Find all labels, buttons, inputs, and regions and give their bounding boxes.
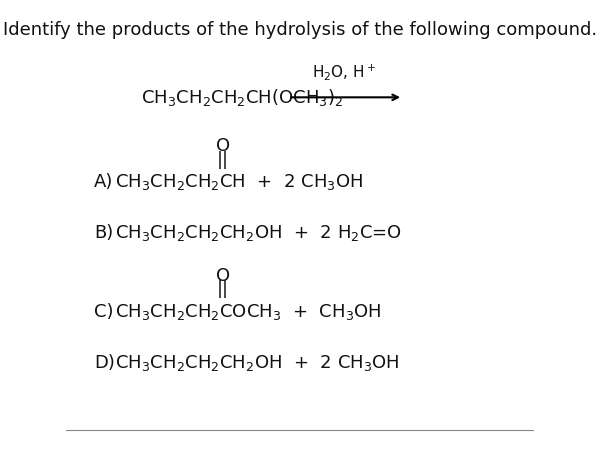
Text: H$_2$O, H$^+$: H$_2$O, H$^+$: [313, 62, 376, 82]
Text: O: O: [216, 267, 230, 285]
Text: Identify the products of the hydrolysis of the following compound.: Identify the products of the hydrolysis …: [3, 22, 597, 40]
Text: CH$_3$CH$_2$CH$_2$CH(OCH$_3$)$_2$: CH$_3$CH$_2$CH$_2$CH(OCH$_3$)$_2$: [141, 87, 343, 108]
Text: CH$_3$CH$_2$CH$_2$COCH$_3$  +  CH$_3$OH: CH$_3$CH$_2$CH$_2$COCH$_3$ + CH$_3$OH: [115, 302, 382, 321]
Text: ||: ||: [217, 151, 229, 169]
Text: CH$_3$CH$_2$CH$_2$CH  +  2 CH$_3$OH: CH$_3$CH$_2$CH$_2$CH + 2 CH$_3$OH: [115, 172, 364, 192]
Text: O: O: [216, 137, 230, 155]
Text: D): D): [94, 354, 115, 372]
Text: ||: ||: [217, 280, 229, 298]
Text: A): A): [94, 173, 113, 191]
Text: CH$_3$CH$_2$CH$_2$CH$_2$OH  +  2 CH$_3$OH: CH$_3$CH$_2$CH$_2$CH$_2$OH + 2 CH$_3$OH: [115, 353, 400, 373]
Text: CH$_3$CH$_2$CH$_2$CH$_2$OH  +  2 H$_2$C=O: CH$_3$CH$_2$CH$_2$CH$_2$OH + 2 H$_2$C=O: [115, 224, 402, 243]
Text: B): B): [94, 224, 113, 242]
Text: C): C): [94, 303, 113, 321]
